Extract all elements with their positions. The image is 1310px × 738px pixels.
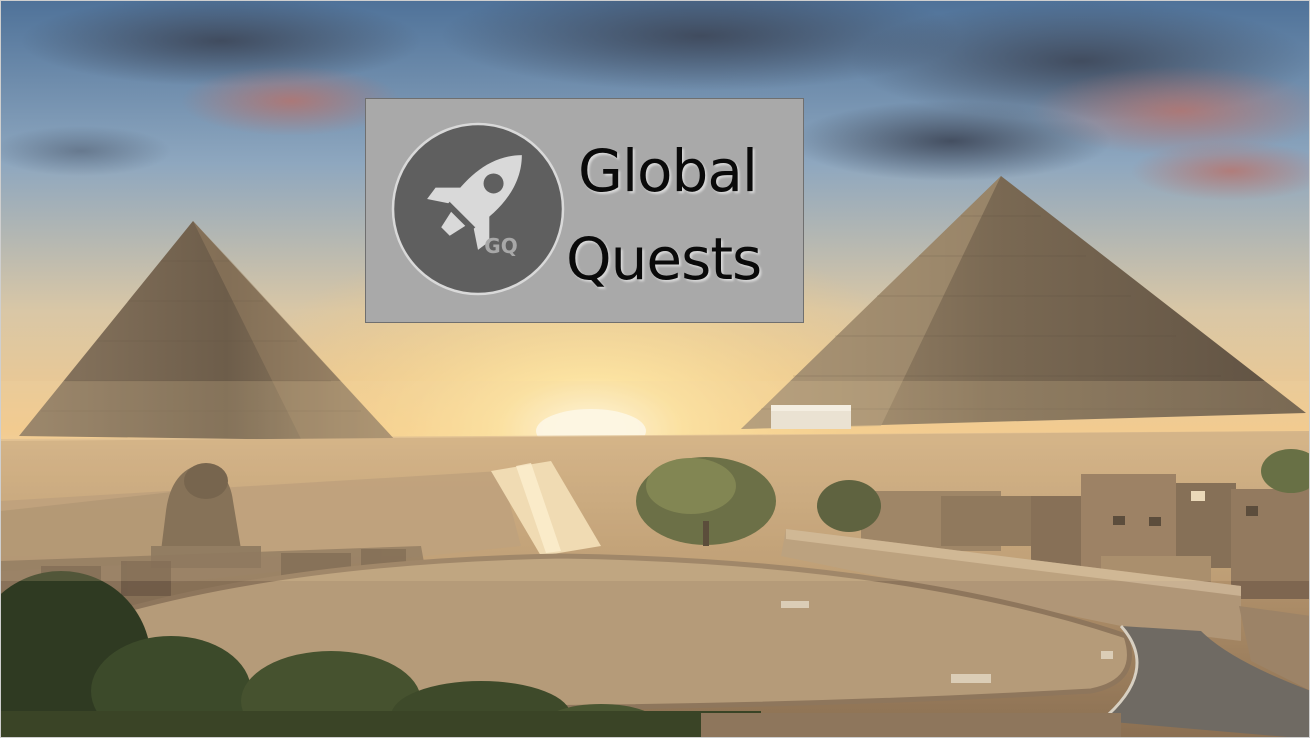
- trees: [636, 449, 1309, 546]
- town-buildings: [861, 474, 1309, 601]
- foreground-shrubs: [1, 571, 1121, 737]
- badge-initials: GQ: [484, 234, 517, 258]
- logo-badge: GQ: [391, 122, 565, 296]
- logo-title-line2: Quests: [566, 225, 762, 293]
- logo-title: Global Quests: [566, 127, 796, 303]
- right-pyramid: [741, 176, 1306, 429]
- rocket-icon: [427, 155, 522, 250]
- left-pyramid: [19, 221, 396, 441]
- logo-box: GQ Global Quests: [365, 98, 804, 323]
- logo-title-line1: Global: [578, 137, 758, 205]
